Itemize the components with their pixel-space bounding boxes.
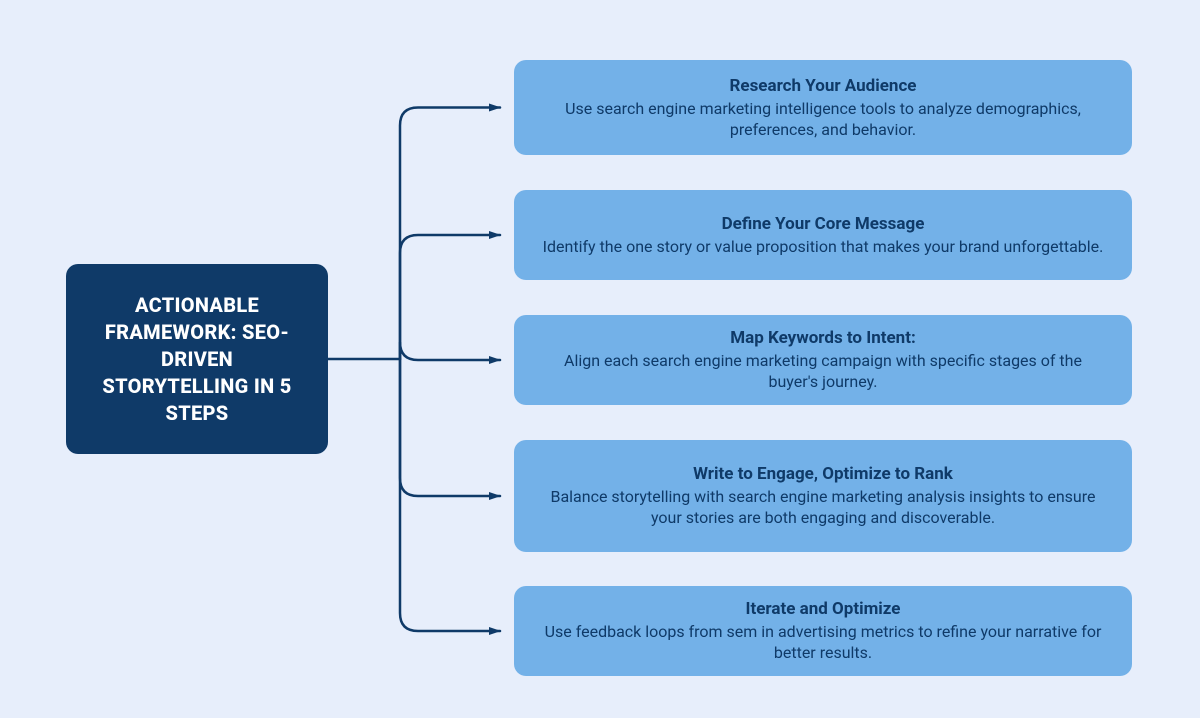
step-node-5: Iterate and OptimizeUse feedback loops f…	[514, 586, 1132, 676]
diagram-canvas: ACTIONABLE FRAMEWORK: SEO-DRIVEN STORYTE…	[0, 0, 1200, 718]
step-title: Iterate and Optimize	[746, 598, 901, 620]
root-node: ACTIONABLE FRAMEWORK: SEO-DRIVEN STORYTE…	[66, 264, 328, 454]
step-description: Balance storytelling with search engine …	[538, 487, 1108, 529]
step-description: Align each search engine marketing campa…	[538, 351, 1108, 393]
step-node-4: Write to Engage, Optimize to RankBalance…	[514, 440, 1132, 552]
step-description: Use feedback loops from sem in advertisi…	[538, 622, 1108, 664]
root-node-text: ACTIONABLE FRAMEWORK: SEO-DRIVEN STORYTE…	[86, 292, 308, 427]
step-title: Write to Engage, Optimize to Rank	[693, 463, 953, 485]
step-description: Use search engine marketing intelligence…	[538, 99, 1108, 141]
step-node-2: Define Your Core MessageIdentify the one…	[514, 190, 1132, 280]
step-node-1: Research Your AudienceUse search engine …	[514, 60, 1132, 155]
step-title: Map Keywords to Intent:	[730, 327, 916, 349]
step-description: Identify the one story or value proposit…	[543, 237, 1104, 258]
step-title: Define Your Core Message	[722, 213, 925, 235]
step-node-3: Map Keywords to Intent:Align each search…	[514, 315, 1132, 405]
step-title: Research Your Audience	[730, 75, 917, 97]
